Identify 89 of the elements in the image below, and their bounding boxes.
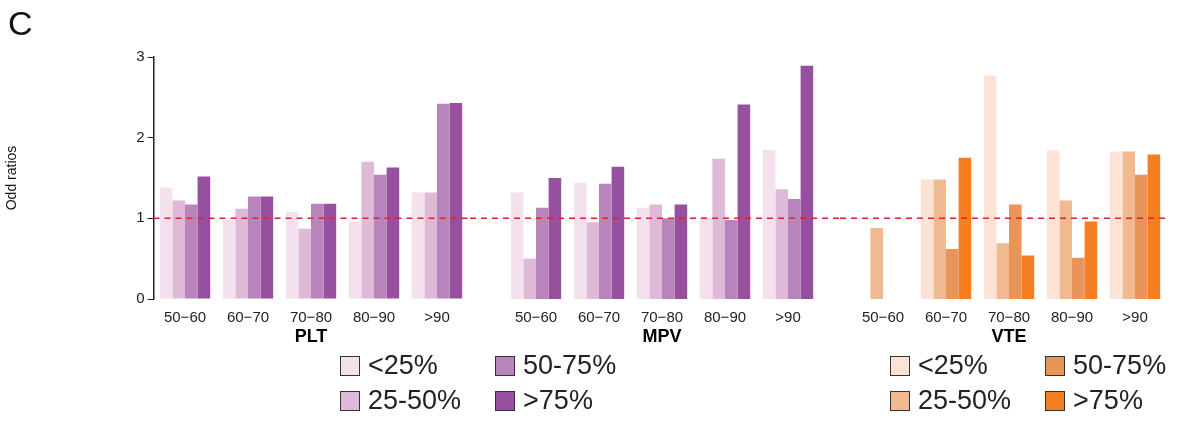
bar bbox=[510, 192, 524, 299]
bar bbox=[674, 204, 688, 299]
chart-title: C bbox=[8, 4, 33, 43]
bar bbox=[172, 200, 185, 299]
bar bbox=[1109, 151, 1123, 299]
bar bbox=[1046, 150, 1060, 299]
bar bbox=[449, 102, 463, 299]
y-tick-label: 0 bbox=[136, 289, 145, 307]
bar bbox=[611, 166, 625, 299]
bar bbox=[662, 218, 675, 299]
bar bbox=[920, 179, 934, 299]
legend-label: >75% bbox=[523, 385, 593, 416]
y-axis-title: Odd ratios bbox=[3, 145, 20, 211]
bar bbox=[235, 208, 248, 299]
bar bbox=[983, 75, 997, 299]
bar bbox=[222, 219, 236, 299]
bar bbox=[298, 228, 311, 299]
x-tick-label: 50−60 bbox=[163, 308, 207, 326]
bar bbox=[348, 221, 362, 299]
bar bbox=[573, 182, 587, 299]
legend-label: 25-50% bbox=[918, 385, 1012, 416]
bar bbox=[548, 178, 562, 299]
x-tick-label: 80−90 bbox=[703, 308, 747, 326]
x-tick-label: >90 bbox=[1122, 308, 1148, 326]
x-tick-label: 70−80 bbox=[640, 308, 684, 326]
bar bbox=[1084, 221, 1098, 299]
x-axis-title: VTE bbox=[991, 326, 1027, 347]
bar bbox=[1009, 204, 1022, 299]
x-tick-label: 70−80 bbox=[289, 308, 333, 326]
bar bbox=[411, 192, 425, 299]
bar bbox=[958, 157, 972, 299]
x-tick-label: 60−70 bbox=[226, 308, 270, 326]
legend-label: <25% bbox=[368, 350, 438, 381]
legend-label: >75% bbox=[1073, 385, 1143, 416]
x-tick-label: 60−70 bbox=[924, 308, 968, 326]
bar bbox=[1147, 154, 1161, 299]
bar bbox=[361, 161, 374, 299]
bar bbox=[1059, 200, 1072, 299]
bar bbox=[649, 204, 662, 299]
y-tick-label: 1 bbox=[136, 208, 145, 226]
x-tick-label: 80−90 bbox=[352, 308, 396, 326]
legend-label: <25% bbox=[918, 350, 988, 381]
bar bbox=[1021, 255, 1035, 299]
bar bbox=[996, 243, 1009, 299]
legend-label: 50-75% bbox=[523, 350, 617, 381]
bar bbox=[946, 248, 959, 299]
bar bbox=[1122, 151, 1135, 299]
bar bbox=[788, 198, 801, 299]
bar bbox=[523, 258, 536, 299]
bar bbox=[437, 103, 450, 299]
bar bbox=[586, 222, 599, 299]
bar bbox=[599, 183, 612, 299]
x-tick-label: 70−80 bbox=[987, 308, 1031, 326]
bar bbox=[712, 158, 725, 299]
bar bbox=[800, 65, 814, 299]
bar bbox=[762, 149, 776, 299]
bar bbox=[699, 217, 713, 299]
bar bbox=[374, 174, 387, 299]
x-tick-label: >90 bbox=[424, 308, 450, 326]
x-axis-title: PLT bbox=[294, 326, 328, 347]
bar bbox=[933, 179, 946, 299]
bar bbox=[737, 104, 751, 299]
x-tick-label: 80−90 bbox=[1050, 308, 1094, 326]
bar bbox=[260, 196, 274, 299]
bar bbox=[775, 189, 788, 299]
bar bbox=[285, 211, 299, 299]
bar bbox=[870, 228, 883, 299]
x-tick-label: 50−60 bbox=[861, 308, 905, 326]
x-tick-label: >90 bbox=[775, 308, 801, 326]
x-axis-title: MPV bbox=[642, 326, 682, 347]
legend-label: 50-75% bbox=[1073, 350, 1167, 381]
bar bbox=[1072, 257, 1085, 299]
y-tick-label: 3 bbox=[136, 47, 145, 65]
bar bbox=[197, 176, 211, 299]
legend-label: 25-50% bbox=[368, 385, 462, 416]
bar bbox=[1135, 174, 1148, 299]
y-tick-label: 2 bbox=[136, 127, 145, 145]
bar bbox=[725, 219, 738, 299]
bar bbox=[386, 167, 400, 299]
bar bbox=[185, 204, 198, 299]
x-tick-label: 60−70 bbox=[577, 308, 621, 326]
bar bbox=[636, 207, 650, 299]
bar bbox=[311, 203, 324, 299]
bar bbox=[159, 187, 173, 299]
bar bbox=[248, 196, 261, 299]
bar bbox=[536, 207, 549, 299]
bar bbox=[424, 192, 437, 299]
x-tick-label: 50−60 bbox=[514, 308, 558, 326]
bar bbox=[323, 203, 337, 299]
